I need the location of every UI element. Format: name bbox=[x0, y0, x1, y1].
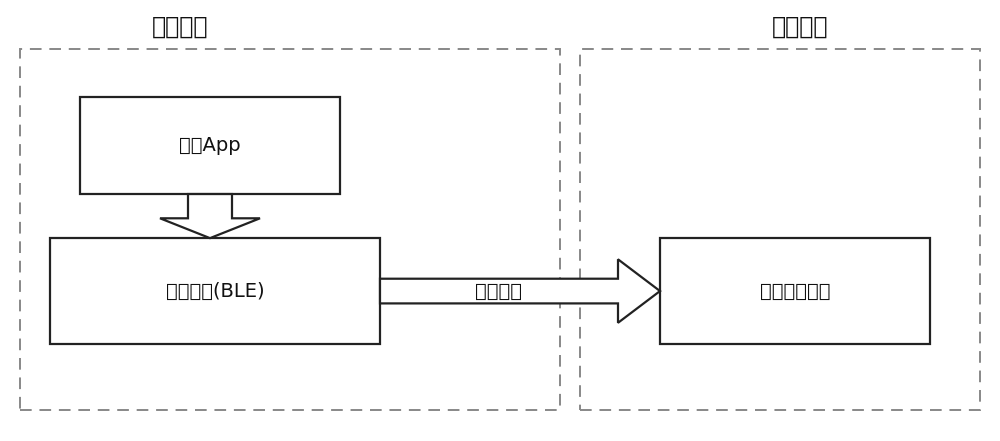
Polygon shape bbox=[160, 194, 260, 238]
Bar bbox=[80, 97, 340, 194]
Bar bbox=[50, 238, 380, 344]
Text: 手机终端: 手机终端 bbox=[152, 15, 208, 38]
Text: 蓝牙受控模块: 蓝牙受控模块 bbox=[760, 281, 830, 301]
Text: 手机App: 手机App bbox=[179, 136, 241, 155]
Polygon shape bbox=[380, 259, 660, 323]
Text: 蓝牙指令: 蓝牙指令 bbox=[476, 281, 522, 301]
Text: 蓝牙模块(BLE): 蓝牙模块(BLE) bbox=[166, 281, 264, 301]
Bar bbox=[660, 238, 930, 344]
Text: 蓝牙设备: 蓝牙设备 bbox=[772, 15, 828, 38]
Bar bbox=[580, 49, 980, 410]
Bar bbox=[20, 49, 560, 410]
